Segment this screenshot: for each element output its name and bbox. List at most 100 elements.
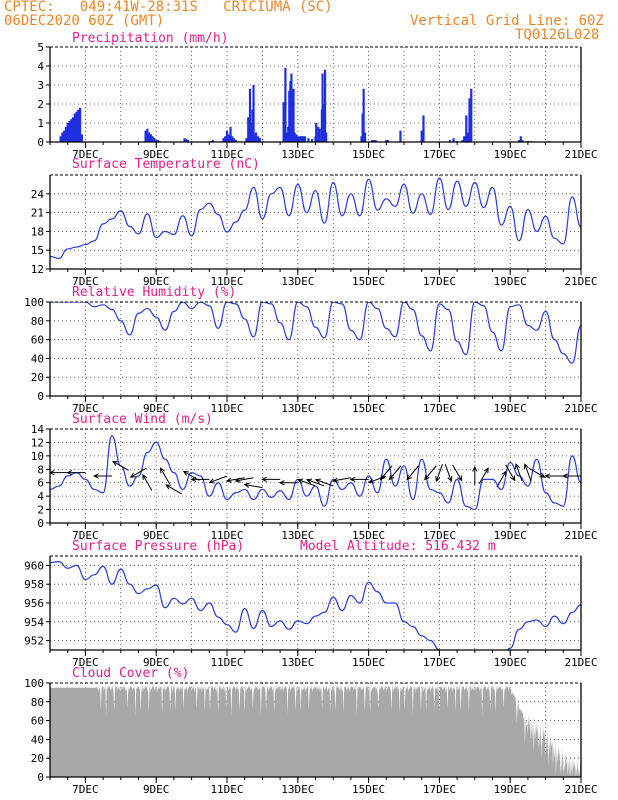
wind-arrow — [472, 465, 478, 485]
pressure-point — [571, 611, 573, 613]
temp-line — [50, 177, 581, 259]
precip-bar — [257, 136, 260, 142]
x-tick-label: 17DEC — [423, 148, 456, 161]
temp-point — [394, 205, 396, 207]
precip-bar — [372, 140, 376, 142]
cloud-point — [67, 687, 69, 689]
y-tick-label: 40 — [31, 733, 44, 746]
wind-arrow — [544, 473, 564, 479]
precip-bar — [422, 115, 425, 142]
rh-line — [50, 302, 581, 364]
model-code: TQ0126L028 — [515, 27, 600, 43]
wind-point — [341, 488, 343, 490]
precip-bar — [323, 69, 327, 142]
wind-point — [288, 499, 290, 500]
precip-bar — [465, 115, 468, 142]
y-tick-label: 14 — [31, 423, 45, 436]
temp-point — [332, 182, 334, 184]
wind-point — [84, 478, 86, 480]
wind-point — [403, 465, 405, 467]
pressure-point — [297, 620, 299, 622]
temp-point — [359, 215, 361, 217]
pressure-point — [67, 567, 69, 569]
temp-point — [500, 224, 502, 226]
rh-point — [518, 304, 520, 306]
wind-point — [518, 475, 520, 477]
pressure-point — [288, 628, 290, 630]
wind-point — [93, 488, 95, 490]
temp-point — [474, 182, 476, 184]
cloud-point — [208, 687, 210, 689]
x-tick-label: 9DEC — [143, 529, 170, 542]
temp-point — [288, 215, 290, 217]
y-tick-label: 40 — [31, 352, 44, 365]
cloud-point — [491, 687, 494, 689]
rh-point — [492, 331, 493, 333]
precip-bar — [155, 140, 158, 142]
wind-arrow — [349, 476, 369, 482]
wind-arrow — [379, 465, 393, 481]
temp-point — [465, 205, 467, 207]
wind-data — [50, 435, 581, 511]
x-tick-label: 11DEC — [210, 529, 243, 542]
rh-point — [138, 312, 139, 314]
temp-point — [492, 187, 493, 189]
pressure-point — [253, 627, 255, 629]
rh-point — [500, 350, 502, 352]
x-tick-label: 13DEC — [281, 148, 314, 161]
y-tick-label: 0 — [37, 771, 44, 784]
precip-bar — [61, 132, 64, 142]
temp-point — [571, 196, 573, 198]
cloud-panel: 0 20 40 60 80 100 7DEC 9DEC 11DEC 13DEC 15DEC 17DEC… — [24, 666, 597, 796]
temp-point — [217, 213, 219, 215]
precip-bar — [294, 134, 298, 142]
precip-bar — [310, 139, 314, 142]
pressure-title: Surface Pressure (hPa) — [72, 539, 244, 554]
temp-point — [536, 230, 538, 232]
x-tick-label: 7DEC — [72, 275, 99, 288]
cloud-point — [474, 687, 476, 689]
y-tick-label: 20 — [31, 371, 44, 384]
precip-bar — [307, 138, 310, 142]
pressure-point — [306, 623, 308, 625]
pressure-data — [50, 561, 581, 650]
rh-point — [456, 340, 458, 342]
rh-point — [483, 305, 485, 307]
y-tick-label: 954 — [24, 616, 44, 629]
rh-point — [120, 320, 122, 322]
pressure-point — [323, 611, 325, 613]
pressure-point — [421, 635, 423, 637]
precip-bar — [254, 132, 258, 142]
y-tick-label: 0 — [37, 136, 44, 149]
rh-point — [58, 302, 60, 303]
temp-point — [323, 222, 325, 224]
rh-point — [421, 335, 423, 337]
y-tick-label: 960 — [24, 559, 44, 572]
precip-title: Precipitation (mm/h) — [72, 31, 229, 46]
rh-point — [323, 337, 325, 339]
pressure-point — [368, 581, 370, 583]
cloud-point — [527, 724, 529, 726]
y-tick-label: 12 — [31, 436, 44, 449]
x-tick-label: 15DEC — [352, 275, 385, 288]
x-tick-label: 17DEC — [423, 783, 456, 796]
precip-panel: 0 1 2 3 4 5 7DEC 9DEC 11DEC 13DEC 15DEC 17DEC 19DEC 2… — [37, 31, 597, 161]
y-tick-label: 3 — [37, 79, 44, 92]
wind-point — [173, 472, 175, 474]
temp-point — [102, 223, 104, 225]
precip-bar — [59, 136, 62, 142]
wind-point — [67, 475, 69, 477]
y-tick-label: 18 — [31, 225, 44, 238]
wind-point — [270, 496, 272, 498]
temp-point — [412, 212, 414, 214]
wind-point — [571, 455, 573, 457]
wind-point — [500, 488, 502, 490]
precip-bar — [362, 88, 365, 142]
pressure-point — [536, 619, 538, 621]
x-tick-label: 19DEC — [494, 656, 527, 669]
pressure-point — [394, 602, 396, 604]
precip-bar — [466, 132, 469, 142]
temp-point — [562, 243, 564, 245]
